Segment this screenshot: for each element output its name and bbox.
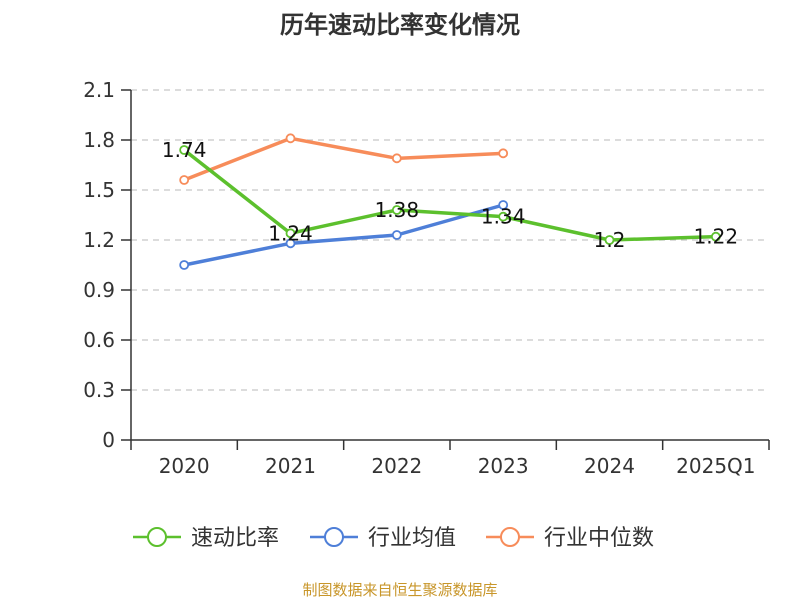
- data-point: [710, 231, 721, 242]
- axes: 0 0.3 0.6 0.9 1.2 1.5 1.8 2.1 2020 2021 2022 2023 20…: [83, 78, 770, 478]
- series-1: [179, 200, 509, 270]
- legend-item: 速动比率: [133, 526, 279, 551]
- x-tick-label: 2024: [584, 454, 635, 478]
- y-tick-label: 2.1: [83, 78, 115, 102]
- data-point: [604, 235, 615, 245]
- data-label: 1.38: [375, 198, 420, 222]
- legend: 速动比率 行业均值 行业中位数: [133, 526, 654, 551]
- legend-marker: [324, 527, 344, 547]
- legend-marker: [500, 527, 520, 547]
- x-tick-label: 2020: [159, 454, 210, 478]
- series-0: [179, 145, 721, 245]
- series-line: [183, 148, 716, 242]
- x-tick-label: 2023: [478, 454, 529, 478]
- x-tick-label: 2025Q1: [676, 454, 755, 478]
- legend-item: 行业均值: [310, 526, 456, 551]
- grid-lines: [131, 89, 769, 391]
- data-label: 1.24: [268, 221, 313, 245]
- legend-marker: [147, 527, 167, 547]
- y-tick-label: 0: [102, 428, 115, 452]
- y-tick-label: 1.5: [83, 178, 115, 202]
- data-point: [179, 260, 190, 270]
- data-point: [285, 238, 296, 249]
- source-caption: 制图数据来自恒生聚源数据库: [302, 581, 497, 599]
- data-point: [498, 211, 509, 222]
- data-label: 1.2: [594, 228, 626, 252]
- y-tick-label: 0.6: [83, 328, 115, 352]
- legend-label: 速动比率: [191, 526, 279, 551]
- y-tick-label: 1.2: [83, 228, 115, 252]
- data-labels: 1.74 1.24 1.38 1.34 1.2 1.22: [162, 138, 738, 252]
- y-tick-label: 1.8: [83, 128, 115, 152]
- chart-title: 历年速动比率变化情况: [280, 11, 520, 39]
- data-point: [498, 148, 509, 159]
- data-point: [179, 145, 190, 155]
- data-point: [391, 230, 402, 240]
- data-label: 1.34: [481, 205, 526, 229]
- legend-label: 行业均值: [368, 526, 456, 551]
- y-tick-label: 0.3: [83, 378, 115, 402]
- data-point: [285, 228, 296, 239]
- series-line: [183, 136, 504, 182]
- data-point: [391, 153, 402, 164]
- legend-label: 行业中位数: [544, 526, 654, 551]
- x-tick-label: 2021: [265, 454, 316, 478]
- series-group: [179, 133, 721, 270]
- series-line: [183, 203, 504, 267]
- y-tick-label: 0.9: [83, 278, 115, 302]
- data-point: [285, 133, 296, 144]
- data-point: [498, 200, 509, 210]
- x-tick-label: 2022: [371, 454, 422, 478]
- series-2: [179, 133, 509, 185]
- data-point: [391, 205, 402, 215]
- data-label: 1.74: [162, 138, 207, 162]
- data-point: [179, 175, 190, 185]
- data-label: 1.22: [694, 225, 739, 249]
- legend-item: 行业中位数: [486, 526, 654, 551]
